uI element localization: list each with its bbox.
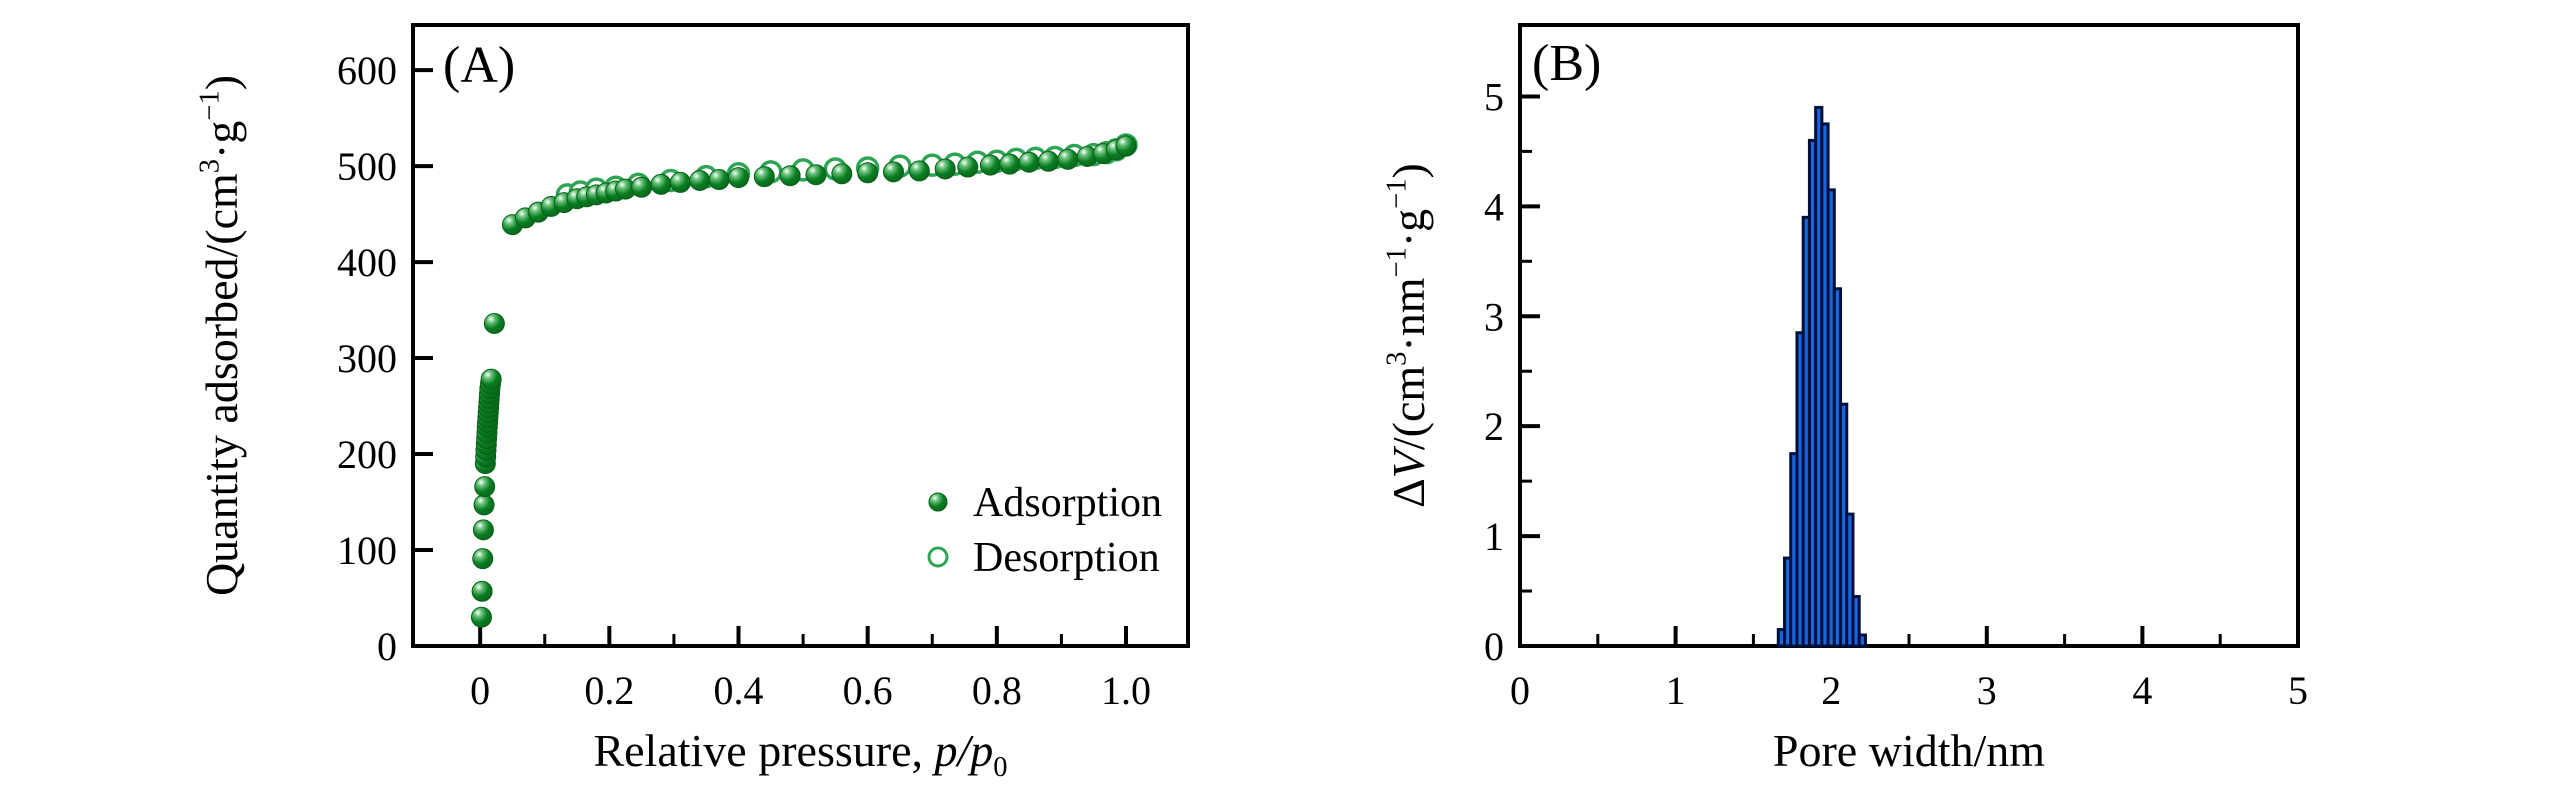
y-axis-title: Quantity adsorbed/(cm3·g−1) [195, 75, 247, 596]
y-tick-label: 5 [1484, 74, 1504, 119]
adsorption-point [471, 580, 493, 602]
y-tick-label: 1 [1484, 514, 1504, 559]
adsorption-point [753, 166, 775, 188]
y-tick-label: 400 [337, 240, 397, 285]
x-tick-label: 0.6 [843, 668, 893, 713]
adsorption-point [957, 156, 979, 178]
x-tick-label: 0.2 [584, 668, 634, 713]
y-tick-label: 0 [1484, 624, 1504, 669]
adsorption-point [831, 163, 853, 185]
panel-(B)-frame [1518, 23, 2300, 648]
y-tick-label: 200 [337, 432, 397, 477]
y-tick-label: 500 [337, 144, 397, 189]
adsorption-point [708, 169, 730, 191]
x-axis-title: Pore width/nm [1773, 725, 2045, 776]
y-tick-label: 0 [377, 624, 397, 669]
adsorption-point [472, 519, 494, 541]
pore-width-bar [1857, 633, 1867, 648]
adsorption-point [908, 160, 930, 182]
x-tick-label: 5 [2288, 668, 2308, 713]
adsorption-point [1115, 135, 1137, 157]
legend-desorption-marker [927, 546, 949, 568]
x-tick-label: 0 [470, 668, 490, 713]
adsorption-point [480, 368, 502, 390]
y-tick-label: 600 [337, 48, 397, 93]
adsorption-point [631, 176, 653, 198]
adsorption-point [483, 313, 505, 335]
adsorption-point [689, 169, 711, 191]
y-tick-label: 4 [1484, 184, 1504, 229]
adsorption-point [470, 606, 492, 628]
x-axis-title: Relative pressure, p/p0 [593, 725, 1007, 783]
adsorption-point [1057, 148, 1079, 170]
panel-letter: (B) [1532, 35, 1601, 92]
y-tick-label: 100 [337, 528, 397, 573]
adsorption-point [779, 165, 801, 187]
adsorption-point [979, 154, 1001, 176]
adsorption-point [805, 164, 827, 186]
x-tick-label: 3 [1977, 668, 1997, 713]
legend-adsorption-marker [928, 492, 948, 512]
adsorption-point [474, 476, 496, 498]
x-tick-label: 2 [1821, 668, 1841, 713]
legend-label: Adsorption [973, 480, 1162, 526]
adsorption-point [472, 548, 494, 570]
y-tick-label: 2 [1484, 404, 1504, 449]
x-tick-label: 1.0 [1101, 668, 1151, 713]
adsorption-point [669, 171, 691, 193]
panel-(A)-frame [411, 23, 1190, 648]
y-axis-title: ΔV/(cm3·nm−1·g−1) [1382, 163, 1434, 508]
y-tick-label: 300 [337, 336, 397, 381]
x-tick-label: 0.4 [714, 668, 764, 713]
adsorption-point [1038, 150, 1059, 172]
legend-label: Desorption [973, 535, 1160, 581]
pore-width-bar [1845, 512, 1855, 648]
pore-width-bar [1851, 595, 1861, 648]
x-tick-label: 0.8 [972, 668, 1022, 713]
x-tick-label: 0 [1510, 668, 1530, 713]
adsorption-point [857, 162, 879, 184]
adsorption-point [728, 167, 749, 189]
adsorption-point [999, 153, 1021, 175]
panel-letter: (A) [443, 37, 515, 94]
y-tick-label: 3 [1484, 294, 1504, 339]
adsorption-point [473, 494, 495, 516]
adsorption-point [650, 173, 672, 195]
x-tick-label: 1 [1666, 668, 1686, 713]
adsorption-point [883, 161, 904, 183]
x-tick-label: 4 [2132, 668, 2152, 713]
adsorption-point [1018, 151, 1040, 173]
adsorption-point [934, 158, 956, 180]
